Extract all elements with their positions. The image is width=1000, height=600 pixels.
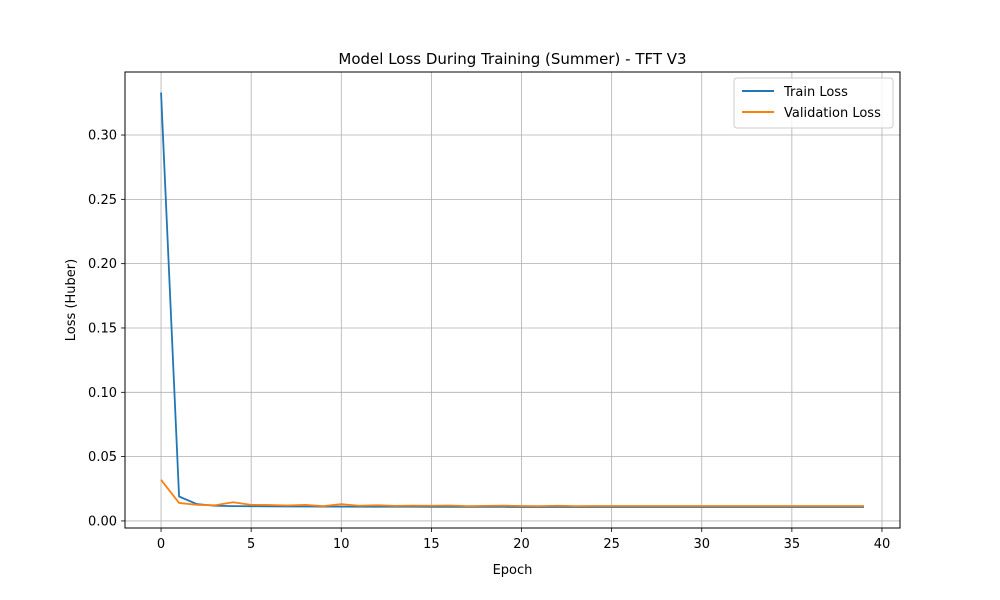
legend-label-train-loss: Train Loss (783, 85, 848, 100)
x-tick-label: 40 (874, 537, 891, 552)
y-tick-label: 0.20 (88, 257, 117, 272)
x-axis-ticks: 0 5 10 15 20 25 30 35 40 (157, 528, 890, 552)
y-tick-label: 0.25 (88, 193, 117, 208)
chart-title: Model Loss During Training (Summer) - TF… (338, 50, 686, 68)
x-axis-label: Epoch (493, 563, 533, 578)
x-tick-label: 25 (603, 537, 620, 552)
x-tick-label: 30 (693, 537, 710, 552)
x-tick-label: 20 (513, 537, 530, 552)
y-tick-label: 0.00 (88, 514, 117, 529)
series-lines (160, 92, 864, 508)
plot-frame (124, 71, 901, 529)
x-tick-label: 0 (157, 537, 165, 552)
y-tick-label: 0.15 (88, 321, 117, 336)
series-line-train-loss (160, 92, 864, 508)
series-line-validation-loss (160, 479, 864, 508)
y-tick-label: 0.05 (88, 450, 117, 465)
y-tick-label: 0.30 (88, 129, 117, 144)
legend: Train Loss Validation Loss (733, 77, 894, 129)
y-axis-label: Loss (Huber) (64, 259, 79, 341)
y-axis-ticks: 0.00 0.05 0.10 0.15 0.20 0.25 0.30 (88, 129, 125, 529)
y-tick-label: 0.10 (88, 386, 117, 401)
grid (125, 72, 900, 528)
x-tick-label: 10 (333, 537, 350, 552)
legend-label-validation-loss: Validation Loss (784, 106, 881, 121)
x-tick-label: 5 (247, 537, 255, 552)
x-tick-label: 35 (784, 537, 801, 552)
x-tick-label: 15 (423, 537, 440, 552)
